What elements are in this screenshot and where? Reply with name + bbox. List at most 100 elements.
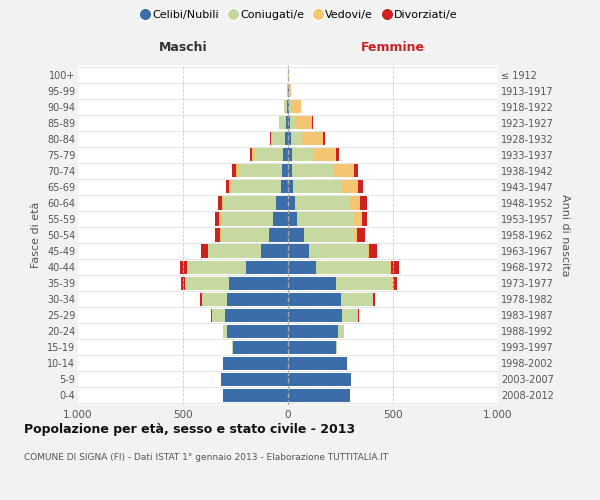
Bar bbox=[293, 180, 341, 194]
Bar bbox=[208, 244, 260, 258]
Bar bbox=[288, 164, 292, 177]
Bar bbox=[288, 308, 341, 322]
Bar bbox=[233, 340, 288, 354]
Bar bbox=[292, 164, 333, 177]
Text: Popolazione per età, sesso e stato civile - 2013: Popolazione per età, sesso e stato civil… bbox=[24, 422, 355, 436]
Bar bbox=[302, 132, 323, 145]
Bar bbox=[256, 148, 283, 162]
Bar bbox=[232, 164, 235, 177]
Bar bbox=[312, 116, 313, 130]
Bar bbox=[288, 180, 293, 194]
Bar bbox=[288, 292, 341, 306]
Bar bbox=[250, 148, 253, 162]
Bar bbox=[361, 212, 367, 226]
Bar bbox=[222, 196, 224, 209]
Text: Femmine: Femmine bbox=[361, 41, 425, 54]
Bar bbox=[280, 116, 286, 130]
Bar bbox=[288, 373, 351, 386]
Bar bbox=[232, 340, 233, 354]
Bar bbox=[202, 292, 227, 306]
Bar bbox=[288, 100, 289, 114]
Bar bbox=[292, 148, 313, 162]
Bar bbox=[336, 148, 339, 162]
Bar bbox=[368, 244, 370, 258]
Y-axis label: Fasce di età: Fasce di età bbox=[31, 202, 41, 268]
Bar bbox=[354, 164, 358, 177]
Bar bbox=[316, 260, 390, 274]
Bar bbox=[358, 228, 365, 241]
Bar bbox=[323, 132, 325, 145]
Bar bbox=[269, 132, 271, 145]
Bar bbox=[211, 308, 212, 322]
Bar bbox=[232, 180, 281, 194]
Bar bbox=[304, 228, 354, 241]
Bar bbox=[224, 196, 277, 209]
Bar bbox=[288, 340, 337, 354]
Bar bbox=[288, 148, 292, 162]
Bar bbox=[288, 356, 347, 370]
Bar bbox=[288, 116, 290, 130]
Bar bbox=[221, 228, 269, 241]
Bar bbox=[288, 212, 298, 226]
Bar bbox=[390, 260, 391, 274]
Bar bbox=[281, 180, 288, 194]
Bar bbox=[272, 132, 285, 145]
Bar bbox=[282, 164, 288, 177]
Bar bbox=[358, 180, 362, 194]
Bar bbox=[290, 116, 295, 130]
Bar bbox=[341, 180, 358, 194]
Bar bbox=[235, 164, 240, 177]
Bar bbox=[288, 244, 309, 258]
Bar bbox=[288, 260, 316, 274]
Bar bbox=[350, 196, 361, 209]
Bar bbox=[200, 292, 202, 306]
Bar bbox=[219, 212, 221, 226]
Bar bbox=[298, 212, 354, 226]
Bar bbox=[181, 260, 187, 274]
Bar bbox=[274, 212, 288, 226]
Bar bbox=[337, 276, 392, 289]
Bar bbox=[290, 132, 302, 145]
Bar bbox=[221, 212, 274, 226]
Bar bbox=[252, 148, 256, 162]
Bar bbox=[229, 180, 232, 194]
Bar bbox=[289, 100, 292, 114]
Bar bbox=[283, 148, 288, 162]
Bar bbox=[358, 308, 359, 322]
Bar bbox=[181, 276, 185, 289]
Bar bbox=[341, 308, 358, 322]
Bar bbox=[313, 148, 336, 162]
Bar bbox=[225, 308, 288, 322]
Bar bbox=[309, 244, 368, 258]
Bar bbox=[295, 116, 312, 130]
Bar bbox=[338, 324, 344, 338]
Bar bbox=[354, 228, 357, 241]
Bar bbox=[289, 84, 291, 97]
Bar bbox=[292, 100, 301, 114]
Bar bbox=[370, 244, 377, 258]
Bar bbox=[288, 196, 295, 209]
Bar bbox=[287, 100, 288, 114]
Bar bbox=[277, 196, 288, 209]
Bar bbox=[229, 276, 288, 289]
Bar bbox=[212, 308, 225, 322]
Bar bbox=[391, 260, 400, 274]
Bar bbox=[260, 244, 288, 258]
Bar bbox=[288, 324, 338, 338]
Bar bbox=[285, 132, 288, 145]
Bar bbox=[226, 180, 229, 194]
Bar bbox=[218, 196, 222, 209]
Bar bbox=[373, 292, 375, 306]
Bar bbox=[341, 292, 373, 306]
Bar bbox=[271, 132, 272, 145]
Bar bbox=[246, 260, 288, 274]
Legend: Celibi/Nubili, Coniugati/e, Vedovi/e, Divorziati/e: Celibi/Nubili, Coniugati/e, Vedovi/e, Di… bbox=[138, 6, 462, 25]
Bar bbox=[288, 389, 350, 402]
Bar bbox=[361, 196, 367, 209]
Bar bbox=[223, 356, 288, 370]
Bar bbox=[333, 164, 354, 177]
Bar bbox=[354, 212, 361, 226]
Bar bbox=[223, 389, 288, 402]
Bar bbox=[288, 84, 289, 97]
Bar bbox=[227, 324, 288, 338]
